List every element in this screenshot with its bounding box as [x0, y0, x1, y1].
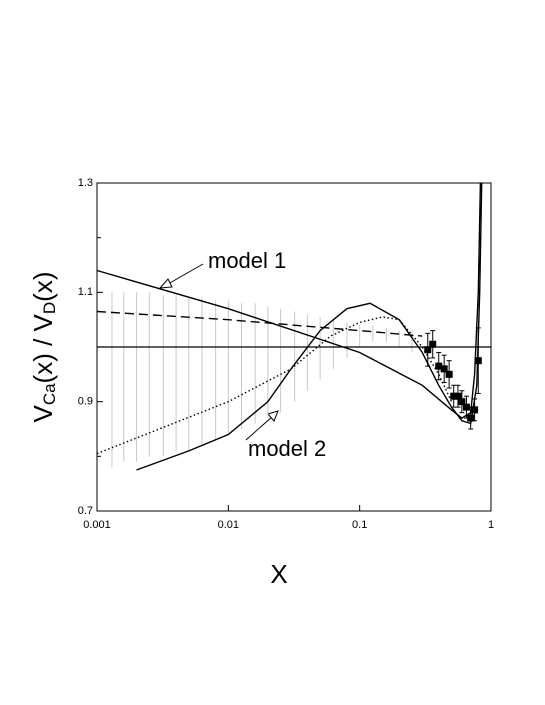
x-axis-label: X	[270, 559, 287, 589]
data-point	[424, 332, 432, 367]
y-tick-label: 1.3	[78, 177, 93, 189]
data-point	[458, 390, 466, 414]
y-label-part: (x)	[28, 271, 58, 301]
marker	[462, 403, 470, 411]
y-label-part: D	[40, 302, 59, 314]
marker	[471, 406, 479, 414]
data-point	[474, 327, 482, 394]
marker	[445, 370, 453, 378]
annotation: model 2	[248, 436, 326, 461]
arrowhead	[267, 410, 279, 422]
marker	[429, 340, 437, 348]
marker	[454, 392, 462, 400]
annotation-arrow	[167, 263, 204, 285]
arrowhead	[158, 278, 173, 289]
marker	[467, 414, 475, 422]
data-point	[429, 330, 437, 359]
x-tick-label: 1	[488, 519, 494, 531]
data-point	[435, 351, 443, 381]
data-point	[471, 398, 479, 422]
x-tick-label: 0.1	[352, 519, 367, 531]
y-label-part: Ca	[40, 383, 59, 405]
annotation: model 1	[208, 248, 286, 273]
marker	[424, 346, 432, 354]
data-point	[450, 384, 458, 408]
marker	[450, 392, 458, 400]
y-tick-label: 1.1	[78, 286, 93, 298]
marker	[440, 365, 448, 373]
annotation-arrow	[245, 415, 274, 441]
y-axis-label: VCa(x) / VD(x)	[28, 271, 60, 422]
y-label-part: V	[28, 405, 58, 423]
x-tick-label: 0.001	[83, 519, 111, 531]
y-tick-label: 0.9	[78, 396, 93, 408]
data-point	[440, 354, 448, 384]
y-tick-label: 0.7	[78, 505, 93, 517]
series-line	[96, 182, 482, 419]
series-line	[96, 316, 453, 455]
data-point	[454, 384, 462, 408]
data-point	[445, 360, 453, 389]
x-tick-label: 0.01	[218, 519, 239, 531]
y-label-part: V	[28, 313, 58, 331]
marker	[435, 362, 443, 370]
marker	[458, 398, 466, 406]
series-line	[96, 310, 423, 337]
y-label-part: (x) /	[28, 331, 58, 383]
marker	[474, 357, 482, 365]
